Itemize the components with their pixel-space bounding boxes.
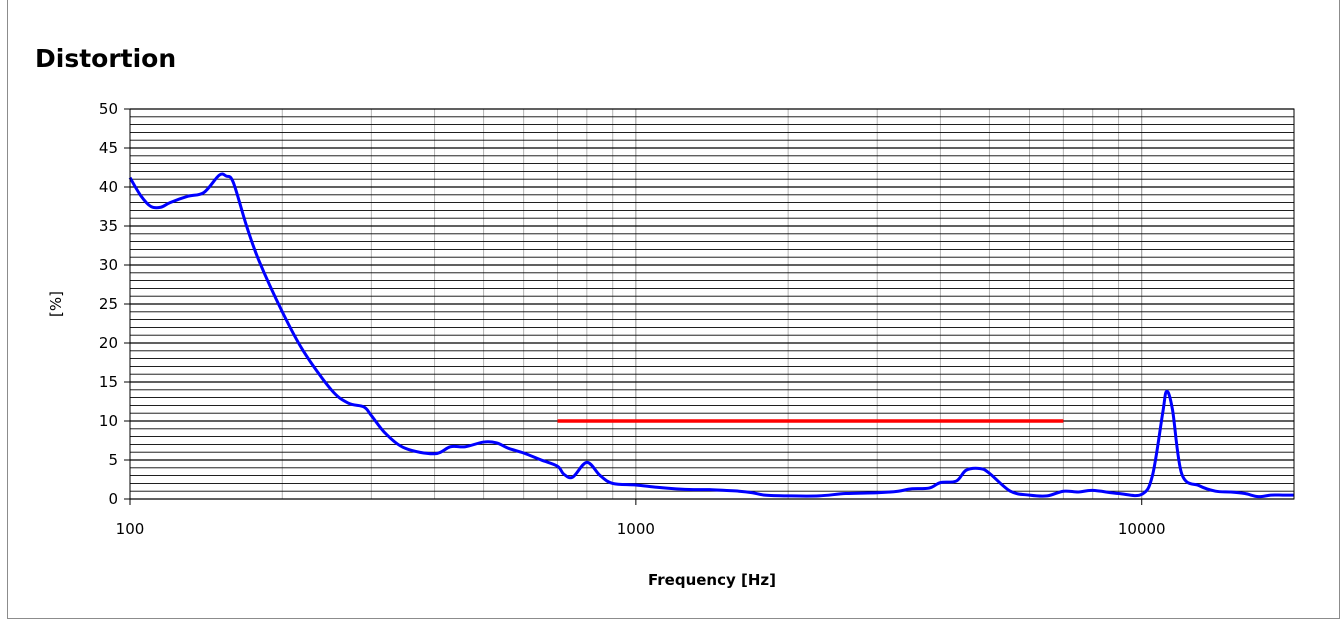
y-tick-label: 25 — [99, 295, 118, 313]
series-group — [128, 172, 1294, 499]
y-tick-label: 5 — [108, 451, 118, 469]
y-tick-label: 30 — [99, 256, 118, 274]
plot-border — [129, 108, 1295, 500]
distortion-curve — [128, 172, 1294, 499]
x-tick-label: 10000 — [1118, 520, 1166, 538]
y-tick-label: 40 — [99, 178, 118, 196]
y-tick-label: 35 — [99, 217, 118, 235]
x-tick-label: 100 — [116, 520, 145, 538]
y-tick-label: 10 — [99, 412, 118, 430]
x-axis-ticks: 100 1000 10000 — [116, 499, 1166, 538]
y-tick-label: 45 — [99, 139, 118, 157]
y-tick-label: 0 — [108, 490, 118, 508]
x-tick-label: 1000 — [617, 520, 655, 538]
chart-title: Distortion — [35, 44, 176, 73]
x-axis-label: Frequency [Hz] — [648, 571, 776, 589]
y-tick-label: 15 — [99, 373, 118, 391]
y-axis-label: [%] — [47, 291, 65, 317]
grid — [129, 108, 1294, 500]
y-axis-ticks: 0 5 10 15 20 25 30 35 40 45 50 — [99, 100, 130, 508]
y-tick-label: 20 — [99, 334, 118, 352]
y-tick-label: 50 — [99, 100, 118, 118]
